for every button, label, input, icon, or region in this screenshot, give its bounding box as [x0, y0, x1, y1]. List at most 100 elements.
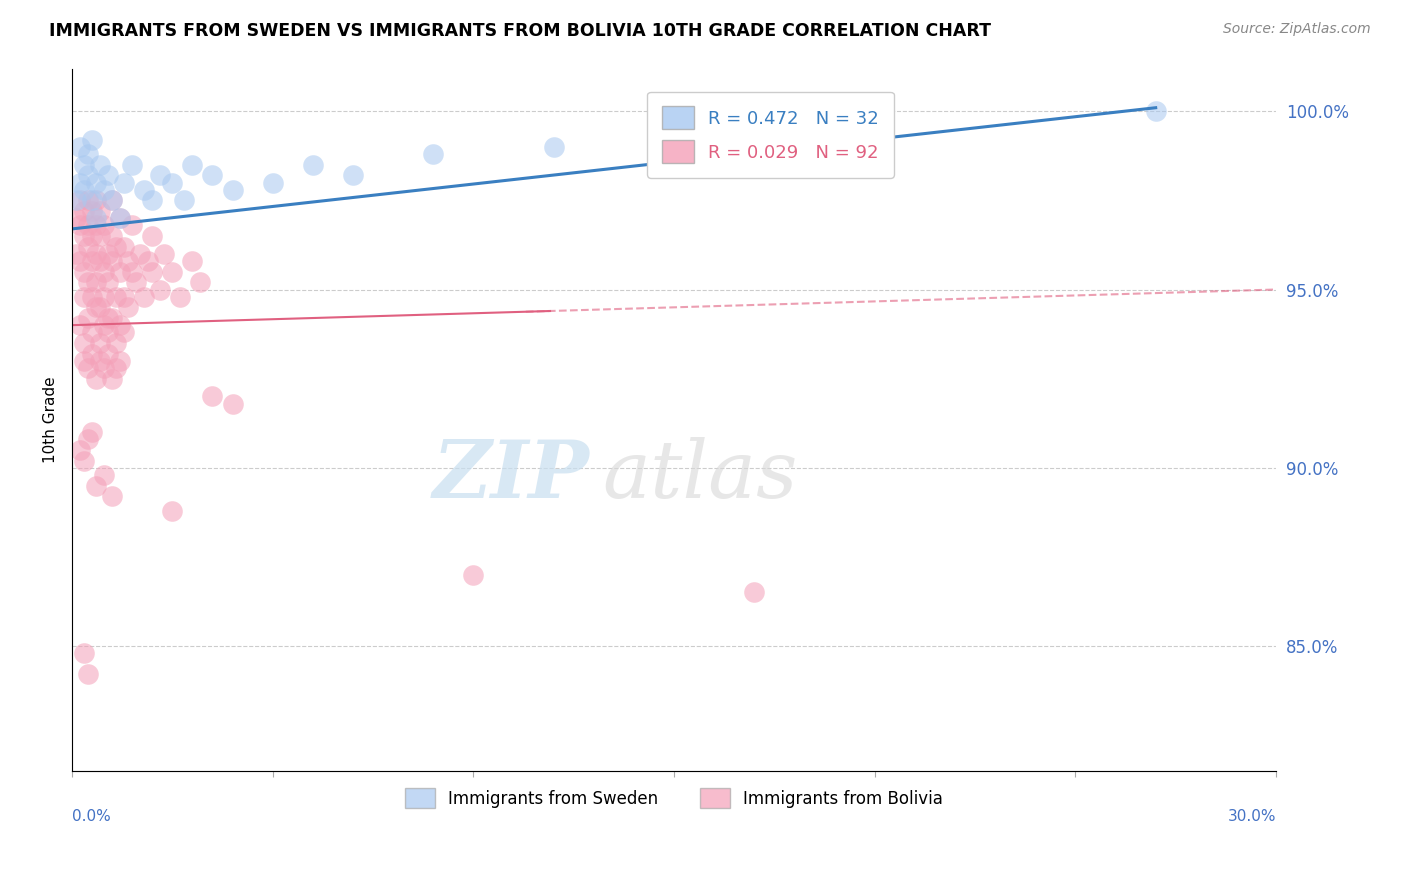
Point [73, 158, 96, 172]
Point [117, 301, 139, 315]
Point [112, 326, 135, 340]
Point [69, 194, 91, 208]
Point [543, 140, 565, 154]
Point [84, 176, 107, 190]
Point [69, 176, 91, 190]
Point [77, 432, 100, 446]
Text: IMMIGRANTS FROM SWEDEN VS IMMIGRANTS FROM BOLIVIA 10TH GRADE CORRELATION CHART: IMMIGRANTS FROM SWEDEN VS IMMIGRANTS FRO… [49, 22, 991, 40]
Point [97, 276, 120, 290]
Point [77, 667, 100, 681]
Point [69, 254, 91, 268]
Point [169, 290, 191, 304]
Point [136, 254, 159, 268]
Legend: Immigrants from Sweden, Immigrants from Bolivia: Immigrants from Sweden, Immigrants from … [398, 781, 950, 815]
Point [149, 169, 172, 183]
Point [77, 360, 100, 375]
Point [342, 169, 364, 183]
Point [97, 346, 120, 360]
Point [221, 396, 243, 410]
Point [77, 169, 100, 183]
Point [73, 204, 96, 219]
Point [84, 194, 107, 208]
Point [97, 311, 120, 326]
Point [105, 336, 128, 351]
Point [744, 585, 766, 599]
Point [162, 265, 184, 279]
Point [101, 489, 124, 503]
Point [125, 276, 148, 290]
Point [77, 311, 100, 326]
Point [73, 453, 96, 467]
Point [84, 219, 107, 233]
Point [117, 254, 139, 268]
Point [89, 301, 111, 315]
Point [173, 194, 195, 208]
Point [73, 336, 96, 351]
Point [1144, 104, 1167, 119]
Point [80, 229, 103, 244]
Point [84, 276, 107, 290]
Point [77, 240, 100, 254]
Point [162, 503, 184, 517]
Point [77, 147, 100, 161]
Point [101, 194, 124, 208]
Point [112, 176, 135, 190]
Point [73, 265, 96, 279]
Point [190, 276, 212, 290]
Point [84, 301, 107, 315]
Text: 30.0%: 30.0% [1227, 809, 1277, 824]
Point [105, 360, 128, 375]
Point [80, 290, 103, 304]
Point [108, 318, 131, 333]
Point [84, 211, 107, 226]
Point [97, 247, 120, 261]
Point [73, 353, 96, 368]
Point [93, 467, 115, 482]
Point [121, 219, 143, 233]
Point [89, 353, 111, 368]
Point [422, 147, 444, 161]
Point [89, 229, 111, 244]
Text: atlas: atlas [602, 437, 797, 515]
Point [101, 254, 124, 268]
Point [65, 194, 87, 208]
Point [73, 646, 96, 660]
Point [80, 204, 103, 219]
Point [84, 247, 107, 261]
Point [262, 176, 284, 190]
Text: Source: ZipAtlas.com: Source: ZipAtlas.com [1223, 22, 1371, 37]
Point [80, 254, 103, 268]
Point [134, 183, 156, 197]
Point [77, 194, 100, 208]
Point [121, 158, 143, 172]
Point [97, 169, 120, 183]
Point [108, 353, 131, 368]
Point [65, 247, 87, 261]
Point [463, 567, 485, 582]
Point [93, 318, 115, 333]
Point [93, 265, 115, 279]
Point [101, 194, 124, 208]
Point [93, 219, 115, 233]
Point [69, 219, 91, 233]
Point [73, 229, 96, 244]
Y-axis label: 10th Grade: 10th Grade [44, 376, 58, 463]
Point [108, 211, 131, 226]
Point [129, 247, 152, 261]
Point [80, 326, 103, 340]
Point [69, 442, 91, 457]
Point [201, 169, 224, 183]
Point [97, 326, 120, 340]
Point [134, 290, 156, 304]
Point [80, 425, 103, 439]
Point [93, 360, 115, 375]
Point [108, 211, 131, 226]
Point [89, 204, 111, 219]
Point [181, 158, 204, 172]
Point [93, 183, 115, 197]
Point [153, 247, 176, 261]
Point [121, 265, 143, 279]
Point [101, 371, 124, 385]
Point [69, 318, 91, 333]
Point [141, 265, 163, 279]
